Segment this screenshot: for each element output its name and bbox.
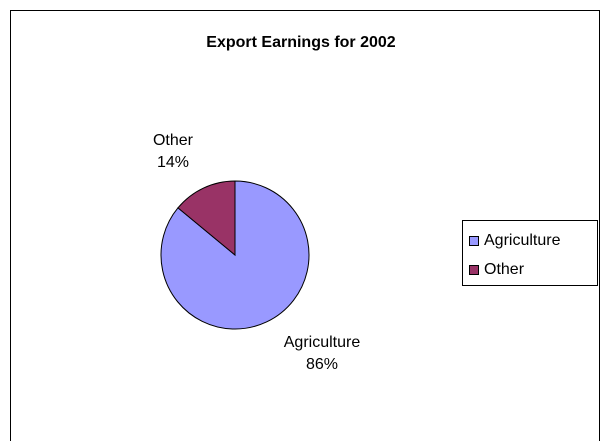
- legend-label-agriculture: Agriculture: [484, 232, 561, 249]
- data-label-category-other: Other: [153, 132, 194, 149]
- legend-swatch-agriculture: [469, 236, 479, 246]
- chart-legend: Agriculture Other: [462, 220, 598, 286]
- pie-slice-other: [177, 180, 236, 257]
- data-label-value-other: 14%: [157, 154, 189, 171]
- data-label-value-agriculture: 86%: [306, 356, 338, 373]
- legend-swatch-other: [469, 265, 479, 275]
- legend-label-other: Other: [484, 261, 525, 278]
- legend-item-agriculture: Agriculture: [469, 231, 560, 251]
- chart-title: Export Earnings for 2002: [206, 34, 396, 51]
- legend-item-other: Other: [469, 260, 524, 280]
- data-label-category-agriculture: Agriculture: [284, 334, 361, 351]
- pie-slice-agriculture: [160, 180, 310, 330]
